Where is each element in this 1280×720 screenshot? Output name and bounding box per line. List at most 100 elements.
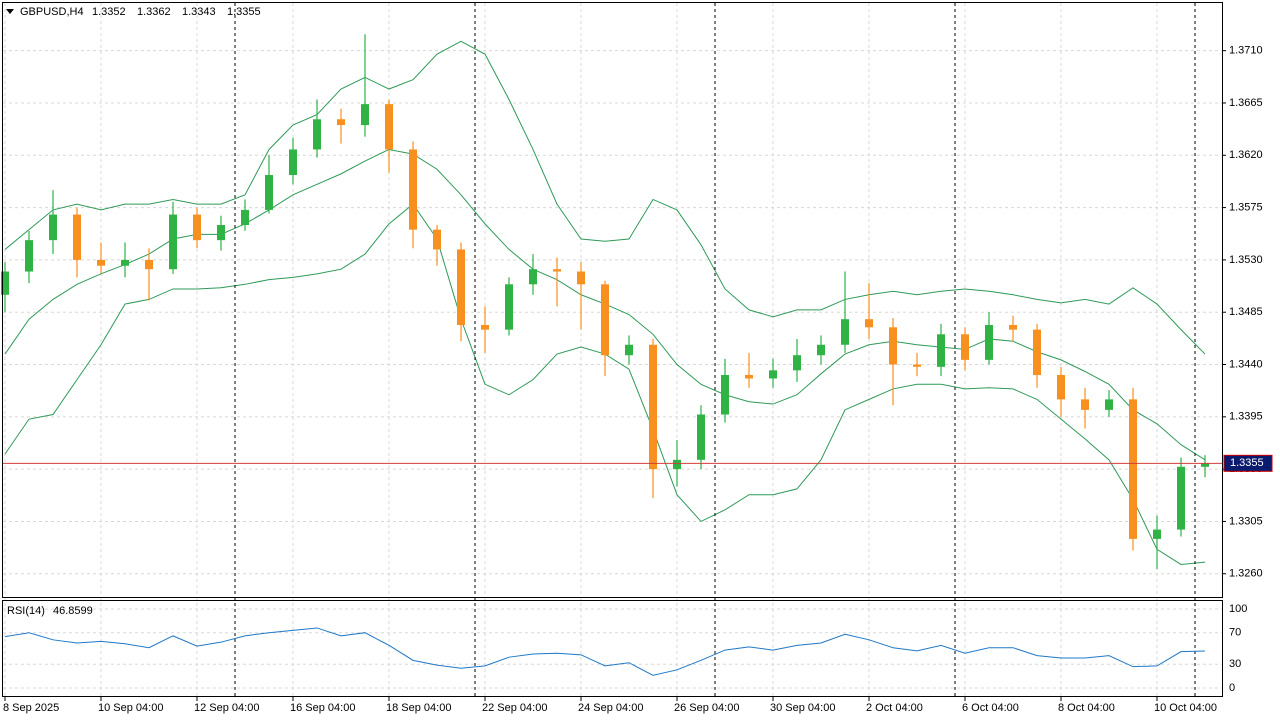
candle-body [529,269,537,285]
axes: 1.32601.33051.33501.33951.34401.34851.35… [3,45,1273,714]
candle-body [265,175,273,210]
bar-low: 1.3343 [182,6,216,18]
candle-body [1081,399,1089,410]
candle-body [649,344,657,470]
rsi-tick-label: 30 [1229,658,1241,670]
candle-body [1177,466,1185,530]
band-upper [4,40,1206,355]
candle-body [1009,324,1017,330]
header: GBPUSD,H4 1.3352 1.3362 1.3343 1.3355 RS… [6,6,261,617]
rsi-value: 46.8599 [53,605,93,617]
rsi-line [4,627,1206,676]
x-tick-label: 6 Oct 04:00 [962,702,1019,714]
candle-body [73,214,81,260]
bar-high: 1.3362 [137,6,171,18]
candle-body [769,370,777,379]
candle-body [313,119,321,150]
y-tick-label: 1.3485 [1229,306,1263,318]
candle-body [49,214,57,241]
candle-body [121,259,129,266]
x-tick-label: 10 Oct 04:00 [1154,702,1217,714]
rsi-panel-border [2,600,1223,697]
candle-body [841,319,849,345]
candle-body [385,104,393,150]
candle-body [145,259,153,270]
x-tick-label: 2 Oct 04:00 [866,702,923,714]
candle-body [505,284,513,330]
candle-body [745,374,753,379]
candle-body [865,319,873,328]
candle-body [1153,529,1161,539]
candle-body [1129,399,1137,539]
candle-body [889,327,897,365]
y-tick-label: 1.3440 [1229,358,1263,370]
candle-body [193,214,201,241]
grid [3,3,1222,696]
candle-body [169,214,177,270]
candle-body [217,225,225,241]
candles [1,34,1209,570]
candle-body [433,229,441,250]
candle-body [697,414,705,460]
bar-open: 1.3352 [92,6,126,18]
candle-body [937,334,945,367]
candle-body [961,334,969,360]
x-tick-label: 18 Sep 04:00 [386,702,451,714]
rsi-tick-label: 70 [1229,627,1241,639]
y-tick-label: 1.3575 [1229,201,1263,213]
y-tick-label: 1.3665 [1229,97,1263,109]
candle-body [457,249,465,325]
y-tick-label: 1.3395 [1229,411,1263,423]
candle-body [1201,463,1209,467]
candle-body [1057,374,1065,400]
x-tick-label: 10 Sep 04:00 [98,702,163,714]
main-panel-border [2,2,1223,598]
rsi-panel [4,627,1206,676]
candle-body [25,240,33,272]
x-tick-label: 16 Sep 04:00 [290,702,355,714]
x-tick-label: 30 Sep 04:00 [770,702,835,714]
y-tick-label: 1.3305 [1229,515,1263,527]
rsi-tick-label: 100 [1229,603,1247,615]
candle-body [625,344,633,356]
candle-body [553,269,561,272]
x-tick-label: 8 Oct 04:00 [1058,702,1115,714]
candle-body [1105,399,1113,410]
x-tick-label: 8 Sep 2025 [3,702,59,714]
y-tick-label: 1.3710 [1229,45,1263,57]
collapse-icon[interactable] [6,9,14,14]
current-price-box [1223,454,1273,472]
x-tick-label: 24 Sep 04:00 [578,702,643,714]
candle-body [1033,329,1041,375]
candle-body [289,149,297,176]
rsi-tick-label: 0 [1229,682,1235,694]
candle-body [673,459,681,470]
y-tick-label: 1.3530 [1229,254,1263,266]
bar-close: 1.3355 [227,6,261,18]
candle-body [481,324,489,330]
candle-body [361,104,369,126]
candle-body [1,271,9,295]
candle-body [577,271,585,285]
candle-body [601,284,609,356]
candle-body [817,344,825,356]
candle-body [793,355,801,371]
candle-body [97,259,105,266]
candle-body [409,149,417,230]
x-tick-label: 22 Sep 04:00 [482,702,547,714]
y-tick-label: 1.3260 [1229,568,1263,580]
candle-body [721,374,729,415]
current-price-label: 1.3355 [1230,457,1264,469]
x-tick-label: 12 Sep 04:00 [194,702,259,714]
symbol: GBPUSD,H4 [20,6,84,18]
day-separators [234,3,1196,696]
candle-body [913,364,921,367]
candle-body [241,209,249,226]
x-tick-label: 26 Sep 04:00 [674,702,739,714]
rsi-name: RSI(14) [7,605,45,617]
y-tick-label: 1.3620 [1229,149,1263,161]
candle-body [985,324,993,360]
candle-body [337,119,345,126]
